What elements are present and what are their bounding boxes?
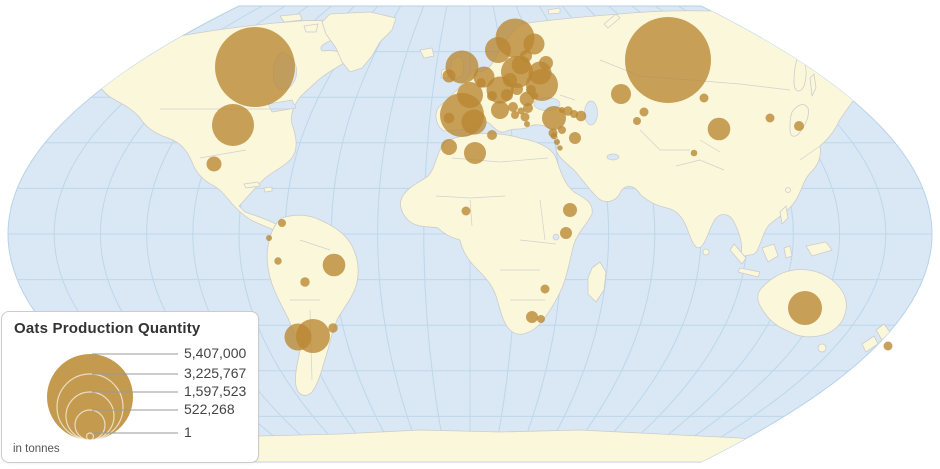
bubble-layer bbox=[206, 17, 893, 353]
iceland bbox=[419, 47, 435, 59]
production-bubble[interactable] bbox=[274, 257, 282, 265]
production-bubble[interactable] bbox=[215, 27, 295, 107]
production-bubble[interactable] bbox=[520, 112, 530, 122]
legend-value: 3,225,767 bbox=[184, 365, 247, 381]
production-bubble[interactable] bbox=[639, 107, 649, 117]
production-bubble[interactable] bbox=[550, 132, 558, 140]
production-bubble[interactable] bbox=[794, 121, 804, 131]
production-bubble[interactable] bbox=[206, 156, 222, 172]
production-bubble[interactable] bbox=[883, 341, 893, 351]
tasmania bbox=[817, 343, 827, 353]
production-bubble[interactable] bbox=[517, 107, 525, 115]
production-bubble[interactable] bbox=[485, 37, 511, 63]
production-bubble[interactable] bbox=[328, 323, 338, 333]
madagascar bbox=[587, 261, 607, 303]
novaya-zemlya bbox=[603, 13, 621, 29]
legend-value: 1 bbox=[184, 424, 192, 440]
legend-value: 522,268 bbox=[184, 401, 235, 417]
legend-value: 1,597,523 bbox=[184, 383, 247, 399]
africa bbox=[400, 133, 593, 335]
production-bubble[interactable] bbox=[539, 56, 553, 70]
production-bubble[interactable] bbox=[537, 315, 545, 323]
production-bubble[interactable] bbox=[523, 33, 545, 55]
taiwan bbox=[785, 187, 791, 193]
production-bubble[interactable] bbox=[523, 103, 533, 113]
philippines bbox=[779, 205, 789, 225]
legend-scale-graphic bbox=[47, 353, 178, 441]
hispaniola bbox=[263, 186, 273, 193]
caspian-sea bbox=[584, 100, 598, 126]
sulawesi bbox=[783, 245, 793, 259]
production-bubble[interactable] bbox=[531, 92, 539, 100]
svalbard bbox=[547, 7, 561, 15]
legend-title: Oats Production Quantity bbox=[14, 320, 201, 337]
production-bubble[interactable] bbox=[508, 102, 518, 112]
production-bubble[interactable] bbox=[322, 253, 346, 277]
production-bubble[interactable] bbox=[266, 235, 272, 241]
production-bubble[interactable] bbox=[557, 145, 563, 151]
production-bubble[interactable] bbox=[519, 91, 535, 107]
production-bubble[interactable] bbox=[511, 111, 519, 119]
arctic-island bbox=[279, 13, 303, 23]
production-bubble[interactable] bbox=[526, 311, 538, 323]
production-bubble[interactable] bbox=[575, 110, 587, 122]
new-zealand-south bbox=[861, 335, 879, 353]
legend-scale-circle bbox=[85, 432, 95, 441]
borneo bbox=[761, 243, 779, 263]
production-bubble[interactable] bbox=[625, 17, 711, 103]
lake-victoria bbox=[552, 233, 560, 241]
production-bubble[interactable] bbox=[554, 139, 560, 145]
new-guinea bbox=[805, 241, 833, 257]
production-bubble[interactable] bbox=[284, 323, 312, 351]
persian-gulf bbox=[606, 153, 620, 161]
production-bubble[interactable] bbox=[611, 84, 631, 104]
production-bubble[interactable] bbox=[569, 132, 581, 144]
cuba bbox=[243, 181, 261, 189]
production-bubble[interactable] bbox=[503, 73, 517, 87]
production-bubble[interactable] bbox=[511, 83, 523, 95]
sumatra bbox=[729, 243, 747, 265]
sri-lanka bbox=[702, 248, 710, 256]
legend-value: 5,407,000 bbox=[184, 345, 247, 361]
production-bubble[interactable] bbox=[560, 227, 572, 239]
production-bubble[interactable] bbox=[464, 142, 486, 164]
kamchatka bbox=[793, 51, 807, 92]
java bbox=[737, 267, 761, 278]
production-bubble[interactable] bbox=[443, 112, 455, 124]
production-bubble[interactable] bbox=[524, 121, 530, 127]
legend-unit-label: in tonnes bbox=[13, 443, 60, 455]
production-bubble[interactable] bbox=[690, 149, 698, 157]
production-bubble[interactable] bbox=[457, 82, 483, 108]
greenland bbox=[321, 11, 397, 73]
production-bubble[interactable] bbox=[278, 219, 286, 227]
production-bubble[interactable] bbox=[461, 109, 487, 135]
production-bubble[interactable] bbox=[559, 107, 565, 113]
production-bubble[interactable] bbox=[212, 104, 254, 146]
production-bubble[interactable] bbox=[707, 117, 731, 141]
production-bubble[interactable] bbox=[442, 69, 456, 83]
production-bubble[interactable] bbox=[540, 284, 550, 294]
production-bubble[interactable] bbox=[570, 110, 578, 118]
production-bubble[interactable] bbox=[765, 113, 775, 123]
production-bubble[interactable] bbox=[563, 203, 577, 217]
sakhalin bbox=[809, 73, 817, 97]
production-bubble[interactable] bbox=[501, 89, 513, 101]
production-bubble[interactable] bbox=[558, 126, 566, 134]
production-bubble[interactable] bbox=[526, 85, 536, 95]
production-bubble[interactable] bbox=[487, 91, 497, 101]
production-bubble[interactable] bbox=[633, 117, 641, 125]
production-bubble[interactable] bbox=[788, 291, 822, 325]
production-bubble[interactable] bbox=[441, 139, 457, 155]
production-bubble[interactable] bbox=[461, 206, 471, 216]
legend-panel: Oats Production Quantity 5,407,000 3,225,… bbox=[1, 311, 259, 463]
production-bubble[interactable] bbox=[699, 93, 709, 103]
production-bubble[interactable] bbox=[520, 50, 532, 62]
arctic-island bbox=[303, 23, 319, 33]
production-bubble[interactable] bbox=[487, 130, 497, 140]
production-bubble[interactable] bbox=[300, 277, 310, 287]
production-bubble[interactable] bbox=[476, 78, 486, 88]
production-bubble[interactable] bbox=[491, 101, 509, 119]
